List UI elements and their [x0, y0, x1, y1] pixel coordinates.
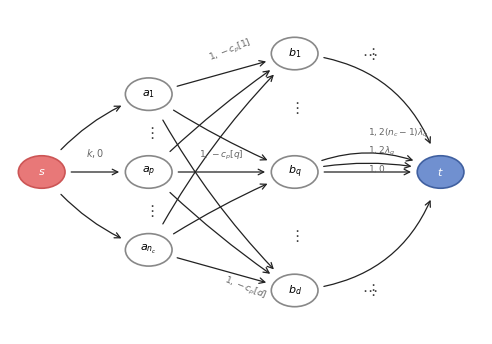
Text: $\cdots$: $\cdots$	[362, 283, 378, 298]
Text: $b_1$: $b_1$	[288, 47, 301, 61]
Text: $b_d$: $b_d$	[288, 283, 302, 297]
Circle shape	[271, 37, 318, 70]
Text: $\vdots$: $\vdots$	[289, 228, 300, 244]
Text: $\vdots$: $\vdots$	[144, 203, 154, 219]
Text: $\cdots$: $\cdots$	[362, 46, 378, 61]
Text: $1, -c_p[d]$: $1, -c_p[d]$	[222, 273, 268, 302]
Text: $\vdots$: $\vdots$	[365, 282, 375, 299]
Text: $1, 2(n_c - 1)\lambda_q$: $1, 2(n_c - 1)\lambda_q$	[368, 127, 428, 140]
Text: $1, 2\lambda_q$: $1, 2\lambda_q$	[368, 145, 395, 158]
Text: $s$: $s$	[38, 167, 45, 177]
Text: $1, 0$: $1, 0$	[368, 163, 385, 175]
Circle shape	[417, 156, 464, 188]
Text: $a_1$: $a_1$	[142, 88, 155, 100]
Circle shape	[18, 156, 65, 188]
Text: $a_p$: $a_p$	[142, 165, 155, 179]
Text: $k, 0$: $k, 0$	[86, 147, 104, 160]
Text: $\vdots$: $\vdots$	[365, 45, 375, 62]
Text: $\vdots$: $\vdots$	[289, 100, 300, 116]
Text: $\vdots$: $\vdots$	[144, 125, 154, 141]
Circle shape	[125, 156, 172, 188]
Text: $t$: $t$	[437, 166, 444, 178]
Circle shape	[125, 234, 172, 266]
Text: $1, -c_p[1]$: $1, -c_p[1]$	[207, 37, 253, 65]
Circle shape	[271, 156, 318, 188]
Text: $a_{n_c}$: $a_{n_c}$	[140, 243, 157, 256]
Circle shape	[271, 274, 318, 307]
Text: $1, -c_p[q]$: $1, -c_p[q]$	[199, 149, 244, 162]
Circle shape	[125, 78, 172, 110]
Text: $b_q$: $b_q$	[288, 164, 302, 180]
